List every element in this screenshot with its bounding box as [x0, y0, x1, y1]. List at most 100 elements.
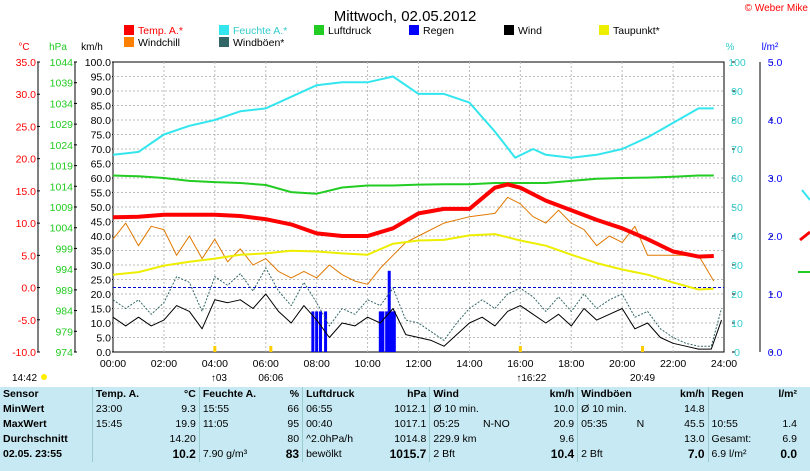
- stats-cell: 66: [287, 403, 300, 415]
- wind-label: 95.0: [91, 72, 112, 84]
- stats-row-avg: Durchschnitt 14.20 80 ^2.0hPa/h 1014.8 2…: [0, 432, 800, 447]
- x-tick-label: 04:00: [202, 358, 228, 370]
- stats-cell: 05:35 N: [577, 417, 668, 432]
- rain-bar: [392, 311, 396, 352]
- temp-label: 25.0: [16, 121, 37, 133]
- legend-swatch: [124, 25, 134, 35]
- humidity-unit-label: %: [726, 42, 735, 53]
- rain-bar: [378, 311, 382, 352]
- rain-bar: [390, 311, 394, 352]
- wind-label: 35.0: [91, 246, 112, 258]
- x-tick-label: 12:00: [405, 358, 431, 370]
- wind-label: 40.0: [91, 231, 112, 243]
- legend-label: Windböen*: [233, 37, 284, 49]
- stats-row-min: MinWert 23:00 9.3 15:55 66 06:55 1012.1 …: [0, 402, 800, 417]
- rain-label: 0.0: [768, 347, 783, 359]
- stats-cell: 15:55: [198, 402, 277, 417]
- x-tick-label: 22:00: [660, 358, 686, 370]
- stats-cell: 10:55: [707, 417, 768, 432]
- stats-cell: 7.0: [687, 447, 705, 461]
- stats-cell: 7.90 g/m³: [198, 447, 277, 462]
- pressure-label: 1019: [50, 161, 74, 173]
- wind-label: 100.0: [85, 57, 111, 69]
- wind-label: 25.0: [91, 275, 112, 287]
- wind-label: 0.0: [96, 347, 111, 359]
- stats-cell: 05:25 N-NO: [429, 417, 538, 432]
- x-tick-label: 24:00: [711, 358, 737, 370]
- humidity-label: 20: [731, 289, 743, 301]
- wind-label: 55.0: [91, 188, 112, 200]
- stats-cell: 1015.7: [389, 447, 427, 461]
- x-tick-label: 18:00: [558, 358, 584, 370]
- rain-label: 1.0: [768, 289, 783, 301]
- stats-cell: 80: [287, 433, 300, 445]
- rain-label: 3.0: [768, 173, 783, 185]
- stats-cell: 6.9 l/m²: [707, 447, 768, 462]
- temp-label: 35.0: [16, 57, 37, 69]
- pressure-label: 989: [55, 285, 73, 297]
- rain-label: 4.0: [768, 115, 783, 127]
- temp-label: -10.0: [12, 347, 36, 359]
- stats-cell: [198, 432, 277, 447]
- stats-wind-time: 05:25: [433, 418, 460, 430]
- stats-cell: 14.20: [169, 433, 196, 445]
- x-tick-label: 06:00: [253, 358, 279, 370]
- stats-cell: 9.6: [559, 433, 575, 445]
- stats-gust-time: 05:35: [581, 418, 608, 430]
- stats-cell: 83: [285, 447, 300, 461]
- temp-label: 15.0: [16, 186, 37, 198]
- pressure-label: 1039: [50, 78, 74, 90]
- wind-label: 80.0: [91, 115, 112, 127]
- humidity-label: 100: [728, 57, 746, 69]
- stats-cell: 95: [287, 418, 300, 430]
- left-time-label: 14:42: [12, 373, 37, 384]
- pressure-label: 1014: [50, 181, 74, 193]
- stats-header-press: Luftdruck: [302, 387, 374, 402]
- stats-cell: 45.5: [684, 418, 705, 430]
- cut-temp-line: [799, 230, 810, 242]
- legend-label: Taupunkt*: [613, 25, 660, 37]
- pressure-label: 1034: [50, 98, 74, 110]
- x-tick-label: 20:00: [609, 358, 635, 370]
- rain-label: 2.0: [768, 231, 783, 243]
- humidity-label: 40: [731, 231, 743, 243]
- legend-label: Regen: [423, 25, 454, 37]
- stats-cell: 0.0: [780, 447, 797, 461]
- wind-label: 15.0: [91, 304, 112, 316]
- stats-cell: Ø 10 min.: [429, 402, 538, 417]
- sun-marker-label: 20:49: [630, 373, 655, 384]
- stats-cell: 6.9: [782, 433, 797, 445]
- wind-line: [112, 293, 722, 350]
- stats-cell: 10.0: [553, 403, 575, 415]
- wind-label: 70.0: [91, 144, 112, 156]
- wind-unit-label: km/h: [81, 42, 103, 53]
- temp-label: 5.0: [21, 250, 36, 262]
- temp-label: 20.0: [16, 154, 37, 166]
- stats-cell: 23:00: [91, 402, 157, 417]
- temp-label: 0.0: [21, 283, 36, 295]
- stats-row-label: Durchschnitt: [3, 433, 68, 445]
- humidity-label: 60: [731, 173, 743, 185]
- humidity-label: 50: [731, 202, 743, 214]
- x-tick-label: 16:00: [507, 358, 533, 370]
- gust-line: [112, 267, 722, 347]
- humidity-label: 0: [734, 347, 740, 359]
- rain-bar: [381, 311, 385, 352]
- temperature-line: [112, 182, 714, 259]
- copyright-text: © Weber Mike: [745, 3, 809, 14]
- legend-swatch: [504, 25, 514, 35]
- stats-cell: 2 Bft: [429, 447, 538, 462]
- stats-cell: [91, 447, 157, 462]
- stats-wind-dir: N-NO: [482, 418, 510, 430]
- pressure-label: 1004: [50, 223, 74, 235]
- stats-row-label: MinWert: [3, 403, 45, 415]
- pressure-line: [112, 174, 714, 195]
- temp-label: 10.0: [16, 218, 37, 230]
- humidity-label: 70: [731, 144, 743, 156]
- weather-chart: Mittwoch, 02.05.2012 © Weber Mike Temp. …: [12, 3, 810, 384]
- stats-cell: [768, 402, 800, 417]
- stats-header-temp: Temp. A.: [91, 387, 157, 402]
- stats-cell: 1.4: [782, 418, 797, 430]
- rain-label: 5.0: [768, 57, 783, 69]
- stats-header-rain-unit: l/m²: [778, 388, 797, 400]
